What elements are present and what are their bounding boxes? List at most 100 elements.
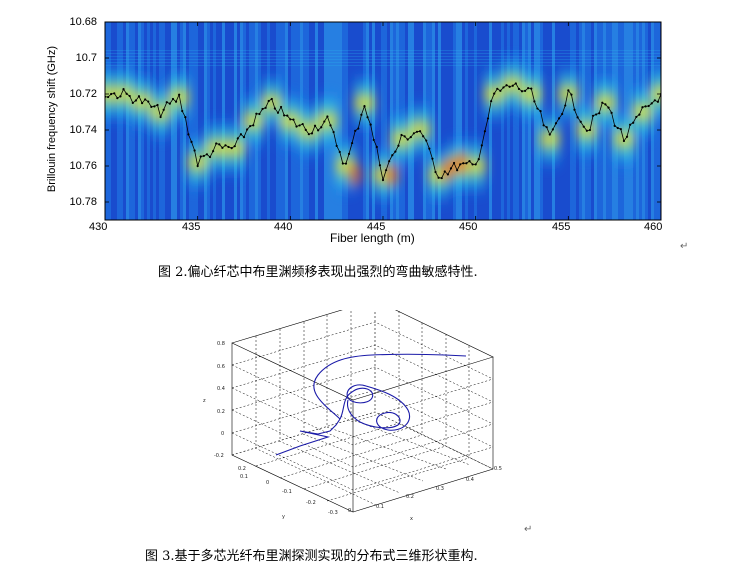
heatmap-cell	[206, 114, 227, 182]
peak-trace-point	[381, 178, 385, 182]
fig3-z-tick: 0.6	[217, 364, 225, 370]
peak-trace-point	[354, 129, 357, 132]
heatmap-cell	[432, 22, 435, 220]
fig2-x-tick: 440	[274, 221, 293, 233]
heatmap-cell	[375, 22, 378, 220]
peak-trace-point	[650, 102, 653, 105]
fig3-y-tick: 0	[266, 480, 269, 486]
peak-trace-point	[533, 100, 536, 103]
peak-trace-point	[514, 82, 517, 85]
fig3-z-tick: -0.2	[214, 453, 224, 459]
fig2-x-tick: 460	[644, 221, 663, 233]
peak-trace-point	[298, 124, 301, 127]
peak-trace-point	[178, 93, 181, 96]
fig3-z-axis-label: z	[203, 398, 206, 404]
fig2-x-axis-label: Fiber length (m)	[330, 231, 415, 245]
peak-trace-point	[585, 129, 588, 132]
peak-trace-point	[496, 87, 499, 90]
peak-trace-point	[567, 89, 570, 92]
heatmap-cell	[595, 69, 616, 137]
fig3-y-tick: -0.2	[306, 500, 316, 506]
peak-trace-point	[341, 162, 344, 165]
heatmap-cell	[387, 22, 390, 220]
heatmap-cell	[450, 22, 453, 220]
peak-trace-point	[570, 93, 573, 96]
peak-trace-point	[551, 128, 554, 131]
peak-trace-point	[486, 117, 490, 120]
fig3-x-tick: 0	[348, 508, 351, 514]
peak-trace-point	[465, 162, 468, 165]
peak-trace-point	[230, 147, 233, 150]
peak-trace-point	[270, 97, 273, 101]
peak-trace-point	[468, 160, 471, 163]
peak-trace-point	[323, 120, 326, 123]
peak-trace-point	[184, 115, 187, 119]
peak-trace-point	[483, 130, 487, 133]
peak-trace-point	[613, 124, 616, 127]
fig2-x-tick: 445	[367, 221, 386, 233]
peak-trace-point	[295, 125, 298, 128]
heatmap-cell	[280, 87, 301, 155]
peak-trace-point	[276, 111, 280, 114]
heatmap-cell	[519, 22, 522, 220]
peak-trace-point	[347, 152, 351, 156]
peak-trace-point	[530, 87, 533, 90]
peak-trace-point	[561, 112, 564, 116]
heatmap-cell	[113, 60, 134, 128]
peak-trace-point	[233, 145, 236, 148]
peak-trace-point	[595, 113, 598, 116]
peak-trace-point	[449, 167, 453, 170]
heatmap-cell	[480, 22, 483, 220]
peak-trace-point	[629, 123, 632, 126]
fig2-y-tick: 10.7	[75, 52, 97, 64]
peak-trace-point	[378, 164, 382, 167]
peak-trace-point	[536, 107, 539, 110]
heatmap-cell	[453, 150, 468, 175]
fig3-x-tick: 0.3	[436, 486, 444, 492]
peak-trace-point	[591, 114, 595, 117]
peak-trace-point	[428, 147, 431, 150]
heatmap-cell	[105, 50, 661, 51]
heatmap-cell	[440, 157, 455, 182]
peak-trace-point	[292, 118, 295, 121]
peak-trace-point	[638, 113, 641, 116]
heatmap-cell	[516, 22, 519, 220]
peak-trace-point	[351, 141, 354, 145]
peak-trace-point	[616, 126, 619, 130]
peak-trace-point	[357, 127, 360, 130]
peak-trace-point	[607, 106, 610, 109]
peak-trace-point	[264, 106, 267, 109]
peak-trace-point	[113, 92, 116, 95]
fig3-y-tick: -0.3	[328, 510, 338, 516]
peak-trace-point	[110, 92, 113, 96]
peak-trace-point	[261, 107, 264, 111]
heatmap-cell	[339, 22, 342, 220]
peak-trace-point	[122, 88, 125, 91]
peak-trace-point	[106, 95, 110, 99]
heatmap-cell	[471, 22, 474, 220]
peak-trace-point	[174, 100, 178, 103]
peak-trace-point	[332, 130, 335, 134]
fig3-x-tick: 0.1	[376, 504, 384, 510]
peak-trace-point	[456, 169, 459, 172]
heatmap-cell	[453, 22, 456, 220]
heatmap-cell	[613, 105, 634, 173]
peak-trace-point	[641, 106, 644, 109]
peak-trace-point	[446, 173, 449, 176]
peak-trace-point	[493, 92, 496, 95]
peak-trace-point	[406, 138, 409, 141]
peak-trace-point	[523, 89, 527, 93]
heatmap-cell	[150, 78, 171, 146]
heatmap-cell	[336, 22, 339, 220]
peak-trace-point	[289, 118, 292, 121]
peak-trace-point	[418, 130, 422, 133]
peak-trace-point	[310, 132, 314, 135]
peak-trace-point	[313, 124, 317, 127]
peak-trace-point	[212, 150, 215, 153]
peak-trace-point	[273, 107, 276, 110]
peak-trace-point	[474, 163, 477, 166]
peak-trace-point	[304, 128, 307, 131]
peak-trace-point	[391, 154, 394, 157]
peak-trace-point	[128, 94, 131, 98]
peak-trace-point	[239, 133, 243, 136]
